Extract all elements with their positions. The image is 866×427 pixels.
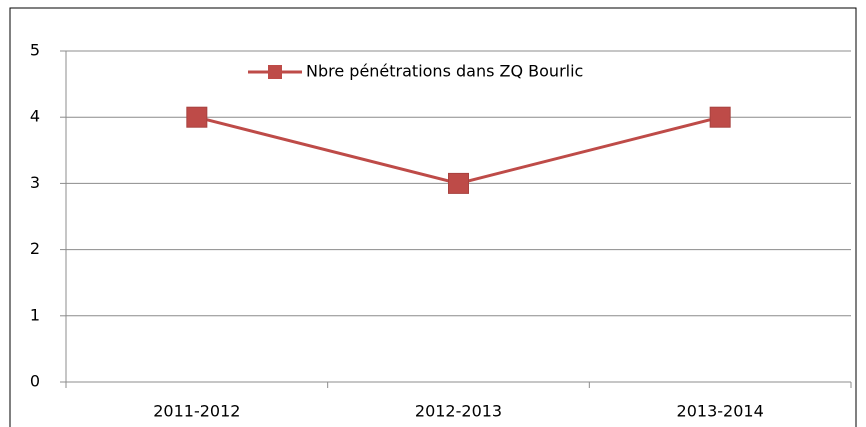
y-tick-label: 3 [30,173,40,192]
x-tick-label: 2012-2013 [415,402,502,421]
y-tick-label: 4 [30,107,40,126]
y-tick-label: 1 [30,305,40,324]
y-tick-label: 5 [30,41,40,60]
marker [709,106,731,128]
x-tick-label: 2011-2012 [153,402,240,421]
y-tick-label: 2 [30,239,40,258]
legend-label: Nbre pénétrations dans ZQ Bourlic [306,62,583,81]
legend-marker [268,65,282,79]
x-tick-label: 2013-2014 [677,402,764,421]
chart-border [9,7,857,427]
marker [186,106,208,128]
marker [448,172,469,194]
y-tick-label: 0 [30,372,40,391]
